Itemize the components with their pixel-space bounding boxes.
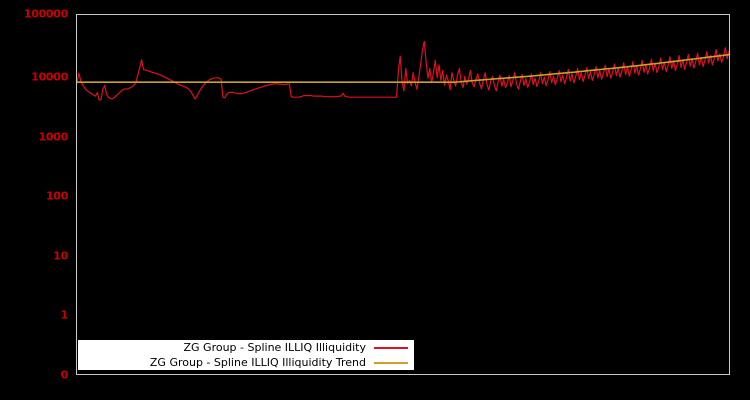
plot-area (76, 14, 730, 375)
series-svg (77, 40, 729, 101)
y-tick-label-100: 100 (45, 189, 68, 203)
series-line-illiquidity (77, 40, 729, 101)
legend-label-illiquidity: ZG Group - Spline ILLIQ Illiquidity (183, 341, 366, 354)
legend-label-illiquidity-trend: ZG Group - Spline ILLIQ Illiquidity Tren… (149, 356, 366, 369)
y-axis: 100000 10000 1000 100 10 1 0 (0, 0, 76, 400)
legend-entry-illiquidity[interactable]: ZG Group - Spline ILLIQ Illiquidity (78, 340, 414, 355)
legend-swatch-illiquidity-trend (374, 361, 408, 364)
y-tick-label-1000: 1000 (38, 130, 69, 144)
chart-legend: ZG Group - Spline ILLIQ Illiquidity ZG G… (78, 340, 414, 370)
legend-swatch-illiquidity (374, 346, 408, 349)
y-tick-label-0: 0 (60, 368, 69, 382)
y-tick-label-10: 10 (53, 249, 68, 263)
y-tick-label-1: 1 (60, 308, 69, 322)
y-tick-label-10000: 10000 (31, 70, 68, 84)
legend-entry-illiquidity-trend[interactable]: ZG Group - Spline ILLIQ Illiquidity Tren… (78, 355, 414, 370)
y-tick-label-100000: 100000 (23, 7, 68, 21)
series-line-illiquidity-trend (77, 53, 729, 83)
